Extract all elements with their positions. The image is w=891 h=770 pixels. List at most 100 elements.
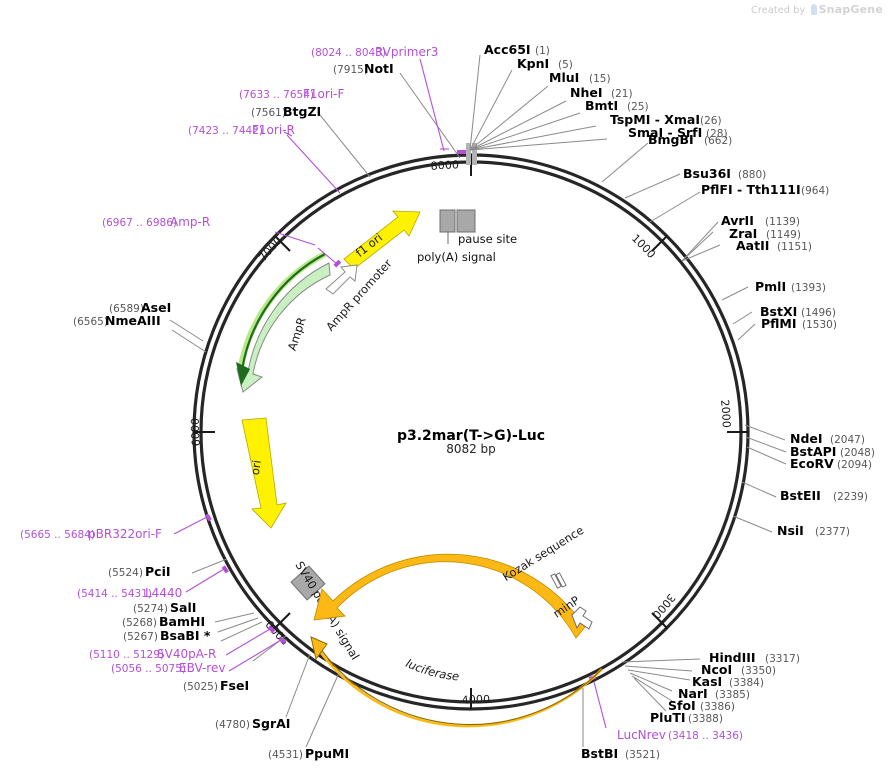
acc65i-name: Acc65I: [484, 42, 531, 57]
tick-label-8000: 8000: [430, 158, 459, 172]
bmgbi-position: (662): [704, 135, 732, 147]
label-pluti[interactable]: PluTI (3388): [650, 710, 723, 725]
feature-label-ampr: AmpR: [285, 315, 309, 352]
label-ebv-rev[interactable]: (5056 .. 5075) EBV-rev: [111, 661, 225, 675]
feature-ori[interactable]: ori: [241, 417, 287, 529]
label-tspmi-xmai[interactable]: TspMI - XmaI (26): [610, 112, 722, 127]
label-zrai[interactable]: ZraI (1149): [729, 226, 801, 241]
snapgene-brand-name: SnapGene: [818, 3, 883, 16]
nmeaiii-position: (6565): [73, 316, 108, 328]
label-fsei[interactable]: (5025) FseI: [183, 678, 249, 693]
label-bsteii[interactable]: BstEII (2239): [780, 488, 868, 503]
label-bstapi[interactable]: BstAPI (2048): [790, 444, 875, 459]
label-bstbi[interactable]: BstBI (3521): [581, 746, 660, 761]
label-pbr322ori-f[interactable]: (5665 .. 5684) pBR322ori-F: [20, 527, 162, 541]
bsabi-position: (5267): [123, 631, 158, 643]
label-acc65i[interactable]: Acc65I (1): [484, 42, 550, 57]
label-pcii[interactable]: (5524) PciI: [108, 564, 171, 579]
label-sgrai[interactable]: (4780) SgrAI: [215, 716, 290, 731]
label-bsu36i[interactable]: Bsu36I (880): [683, 166, 766, 181]
sali-position: (5274): [133, 603, 168, 615]
feature-ampr-promoter[interactable]: AmpR promoter: [323, 256, 395, 333]
label-pflmi[interactable]: PflMI (1530): [761, 316, 837, 331]
label-kpni[interactable]: KpnI (5): [517, 56, 573, 71]
pbr322ori-f-name: pBR322ori-F: [88, 527, 162, 541]
label-amp-r[interactable]: (6967 .. 6986) Amp-R: [102, 215, 210, 229]
label-bmgbi[interactable]: BmgBI (662): [648, 132, 732, 147]
label-bamhi[interactable]: (5268) BamHI: [122, 614, 205, 629]
feature-label-kozak-sequence: Kozak sequence: [500, 523, 586, 584]
mlui-name: MluI: [549, 70, 579, 85]
bamhi-position: (5268): [122, 617, 157, 629]
f1ori-f-position: (7633 .. 7654): [239, 89, 314, 101]
pcii-name: PciI: [145, 564, 171, 579]
label-f1ori-r[interactable]: (7423 .. 7442) F1ori-R: [188, 123, 295, 137]
pmli-position: (1393): [791, 282, 826, 294]
fsei-name: FseI: [220, 678, 249, 693]
rvprimer3-name: RVprimer3: [375, 45, 438, 59]
label-bsabi[interactable]: (5267) BsaBI *: [123, 628, 211, 643]
label-ndei[interactable]: NdeI (2047): [790, 431, 865, 446]
label-bstxi[interactable]: BstXI (1496): [760, 304, 836, 319]
l4440-position: (5414 .. 5431): [77, 588, 152, 600]
acc65i-position: (1): [535, 45, 550, 57]
label-rvprimer3[interactable]: (8024 .. 8043) RVprimer3: [311, 45, 438, 59]
bstbi-name: BstBI: [581, 746, 618, 761]
nsii-position: (2377): [815, 526, 850, 538]
feature-label-pause-site: pause site: [458, 232, 517, 246]
label-mlui[interactable]: MluI (15): [549, 70, 611, 85]
cut-site-markers: [457, 143, 477, 165]
label-sv40pa-r[interactable]: (5110 .. 5129) SV40pA-R: [89, 647, 216, 661]
feature-pause-site[interactable]: pause site: [456, 209, 517, 246]
sgrai-position: (4780): [215, 719, 250, 731]
label-lucnrev[interactable]: LucNrev (3418 .. 3436): [617, 728, 743, 742]
label-nsii[interactable]: NsiI (2377): [777, 523, 850, 538]
hindiii-name: HindIII: [709, 650, 756, 665]
rvprimer3-position: (8024 .. 8043): [311, 47, 386, 59]
label-btgzi[interactable]: (7561) BtgZI: [251, 104, 321, 119]
label-sfoi[interactable]: SfoI (3386): [668, 698, 735, 713]
label-l4440[interactable]: (5414 .. 5431) L4440: [77, 586, 182, 600]
feature-kozak-sequence[interactable]: Kozak sequence: [500, 523, 586, 589]
label-smai-srfi[interactable]: SmaI - SrfI (28): [628, 125, 728, 140]
label-ppumi[interactable]: (4531) PpuMI: [268, 746, 349, 761]
label-kasi[interactable]: KasI (3384): [692, 674, 764, 689]
feature-label-luciferase: luciferase: [404, 656, 460, 683]
feature-ampr[interactable]: AmpR: [236, 251, 331, 393]
ppumi-position: (4531): [268, 749, 303, 761]
label-nhei[interactable]: NheI (21): [570, 85, 633, 100]
tick-label-4000: 4000: [461, 693, 490, 707]
label-bmti[interactable]: BmtI (25): [585, 98, 649, 113]
fsei-position: (5025): [183, 681, 218, 693]
aatii-position: (1151): [777, 241, 812, 253]
label-nmeaiii[interactable]: (6565) NmeAIII: [73, 313, 161, 328]
lucnrev-name: LucNrev: [617, 728, 666, 742]
label-noti[interactable]: (7915) NotI: [333, 61, 394, 76]
bmti-position: (25): [627, 101, 649, 113]
label-nari[interactable]: NarI (3385): [678, 686, 750, 701]
label-ecorv[interactable]: EcoRV (2094): [790, 456, 872, 471]
ncoi-position: (3350): [741, 665, 776, 677]
ndei-position: (2047): [830, 434, 865, 446]
label-ncoi[interactable]: NcoI (3350): [701, 662, 776, 677]
hindiii-position: (3317): [765, 653, 800, 665]
tick-label-1000: 1000: [629, 232, 658, 261]
nari-position: (3385): [715, 689, 750, 701]
pflfi-tth111i-name: PflFI - Tth111I: [701, 182, 801, 197]
feature-polya-signal[interactable]: poly(A) signal: [417, 209, 496, 264]
label-f1ori-f[interactable]: (7633 .. 7654) F1ori-F: [239, 87, 344, 101]
ncoi-name: NcoI: [701, 662, 732, 677]
label-asei[interactable]: (6589) AseI: [109, 300, 171, 315]
label-hindiii[interactable]: HindIII (3317): [709, 650, 800, 665]
tick-label-2000: 2000: [718, 399, 733, 428]
avrii-name: AvrII: [721, 213, 754, 228]
label-sali[interactable]: (5274) SalI: [133, 600, 196, 615]
label-pflfi-tth111i[interactable]: PflFI - Tth111I (964): [701, 182, 829, 197]
kasi-name: KasI: [692, 674, 722, 689]
bsteii-name: BstEII: [780, 488, 821, 503]
label-pmli[interactable]: PmlI (1393): [755, 279, 826, 294]
label-aatii[interactable]: AatII (1151): [736, 238, 812, 253]
ebv-rev-name: EBV-rev: [179, 661, 225, 675]
label-avrii[interactable]: AvrII (1139): [721, 213, 800, 228]
